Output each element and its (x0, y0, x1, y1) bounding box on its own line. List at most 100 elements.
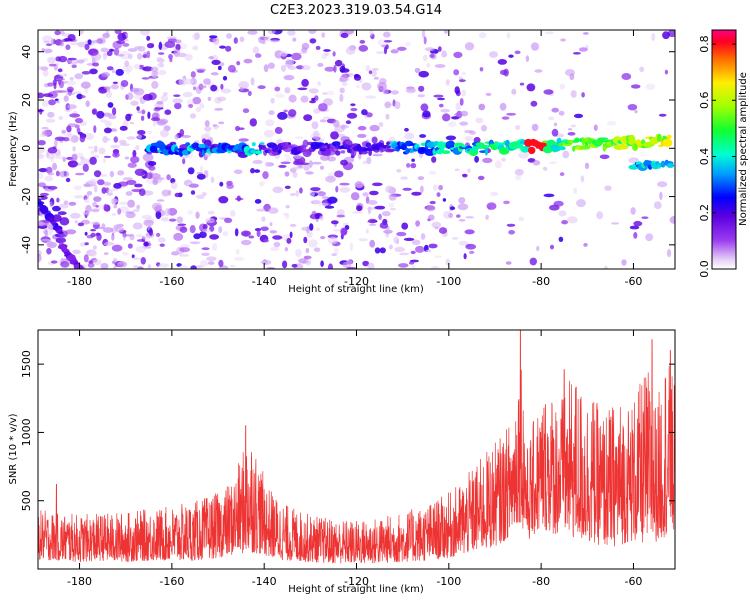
spectrogram-noise-blob (146, 35, 151, 41)
spectrogram-noise-blob (371, 136, 378, 144)
spectrogram-noise-blob (317, 62, 324, 67)
spectrogram-panel: -180 -160 -140 -120 -100 -80 -60 -40 -20 0 20 40 H… (8, 29, 676, 295)
spectrogram-noise-blob (633, 232, 638, 239)
spectrogram-noise-blob (377, 39, 386, 47)
spectrogram-noise-blob (274, 86, 281, 92)
spectrogram-noise-blob (389, 244, 393, 250)
spectrogram-noise-blob (268, 110, 275, 116)
spectrogram-noise-blob (543, 193, 555, 198)
spectrogram-noise-blob (83, 254, 89, 263)
spectrogram-noise-blob (103, 52, 107, 61)
spectrogram-noise-blob (234, 228, 239, 237)
spectrogram-noise-blob (367, 200, 378, 205)
spectrogram-noise-blob (42, 35, 53, 43)
spectrogram-noise-blob (229, 210, 236, 217)
spectrogram-noise-blob (305, 258, 312, 266)
spectrogram-noise-blob (346, 266, 357, 269)
spectrogram-carrier-blob (381, 145, 392, 149)
spectrogram-noise-blob (611, 222, 620, 225)
spectrogram-noise-blob (247, 90, 252, 97)
spectrogram-noise-blob (158, 69, 167, 76)
spectrogram-noise-blob (113, 48, 120, 56)
snr-series-line (38, 330, 675, 564)
spectrogram-noise-blob (286, 237, 292, 244)
spectrogram-mirror-blob (666, 163, 675, 168)
spectrogram-noise-blob (311, 97, 316, 101)
spectrogram-noise-blob (634, 110, 638, 114)
spectrogram-noise-blob (82, 211, 88, 215)
spectrogram-noise-blob (399, 252, 410, 256)
spectrogram-noise-blob (167, 207, 178, 216)
spectrogram-noise-blob (313, 130, 320, 138)
spectrogram-noise-blob (283, 74, 295, 81)
spectrogram-noise-blob (477, 175, 485, 181)
spectrogram-noise-blob (71, 153, 78, 162)
spectrogram-noise-blob (131, 257, 141, 260)
spectrogram-noise-blob (120, 80, 129, 87)
spectrogram-noise-blob (385, 185, 394, 193)
spectrogram-noise-blob (113, 204, 117, 209)
spectrogram-noise-blob (79, 156, 85, 160)
spectrogram-noise-blob (326, 90, 335, 96)
spectrogram-noise-blob (219, 45, 226, 49)
spectrogram-noise-blob (74, 73, 83, 80)
spectrogram-noise-blob (423, 36, 427, 45)
spectrogram-noise-blob (356, 85, 360, 88)
spectrogram-noise-blob (50, 155, 54, 163)
spectrogram-noise-blob (212, 243, 218, 251)
spectrogram-noise-blob (46, 247, 52, 255)
spectrogram-noise-blob (80, 81, 91, 89)
snr-x-tick-label: -80 (532, 575, 550, 588)
spectrogram-noise-blob (270, 246, 280, 251)
spectrogram-noise-blob (371, 69, 377, 77)
spectrogram-noise-blob (320, 260, 324, 268)
spectrogram-noise-blob (67, 57, 77, 61)
spectrogram-noise-blob (38, 153, 45, 160)
spectrogram-noise-blob (209, 234, 220, 240)
spectrogram-noise-blob (110, 144, 120, 149)
spectrogram-noise-blob (401, 222, 409, 230)
spectrogram-noise-blob (226, 183, 234, 190)
spectrogram-noise-blob (90, 229, 96, 232)
spectrogram-noise-blob (95, 205, 99, 208)
spectrogram-noise-blob (119, 125, 128, 131)
spectrogram-noise-blob (195, 107, 201, 113)
spectrogram-noise-blob (243, 231, 249, 236)
spectrogram-noise-blob (519, 82, 525, 86)
spectrogram-noise-blob (410, 163, 417, 169)
spectrogram-noise-blob (196, 70, 205, 73)
spectrogram-noise-blob (111, 188, 119, 191)
spectrogram-noise-blob (390, 49, 399, 54)
spectrogram-noise-blob (278, 164, 287, 168)
spectrogram-noise-blob (383, 40, 393, 43)
spectrogram-noise-blob (442, 113, 451, 122)
spectrogram-noise-blob (265, 119, 275, 127)
spectrogram-noise-blob (567, 132, 576, 136)
spectrogram-carrier-blob (365, 142, 372, 148)
spectrogram-noise-blob (404, 132, 415, 140)
spectrogram-noise-blob (77, 222, 84, 227)
spectrogram-noise-blob (155, 232, 161, 237)
snr-panel: -180 -160 -140 -120 -100 -80 -60 500 1000 1500 H… (8, 329, 676, 595)
spectrogram-noise-blob (111, 244, 123, 252)
spectrogram-noise-blob (256, 208, 266, 212)
spectrogram-marks (38, 30, 675, 269)
spectrogram-noise-blob (384, 101, 392, 109)
spectrogram-y-label: Frequency (Hz) (8, 111, 19, 187)
spectrogram-noise-blob (651, 33, 656, 41)
spectrogram-noise-blob (77, 131, 83, 135)
spectrogram-noise-blob (208, 56, 214, 60)
spectrogram-noise-blob (192, 32, 200, 41)
spectrogram-noise-blob (411, 158, 415, 162)
spectrogram-noise-blob (480, 124, 488, 132)
spectrogram-noise-blob (39, 192, 49, 197)
spectrogram-carrier-blob (331, 141, 341, 147)
spectrogram-noise-blob (285, 213, 290, 220)
spectrogram-noise-blob (394, 246, 406, 252)
spectrogram-noise-blob (179, 226, 188, 233)
spectrogram-noise-blob (91, 208, 100, 213)
spectrogram-noise-blob (69, 77, 74, 81)
spectrogram-noise-blob (350, 192, 360, 201)
spectrogram-noise-blob (430, 265, 440, 269)
spectrogram-noise-blob (254, 199, 262, 204)
